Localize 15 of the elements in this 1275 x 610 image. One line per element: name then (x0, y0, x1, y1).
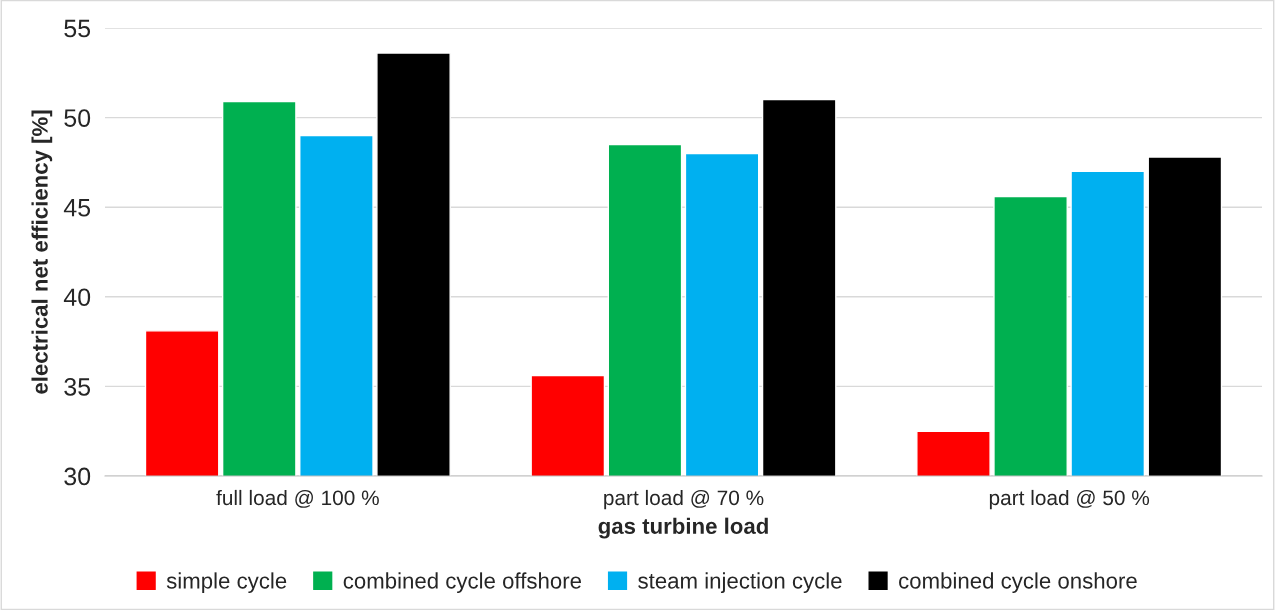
y-tick-label: 55 (64, 19, 91, 38)
legend-label: simple cycle (166, 572, 287, 594)
y-tick-label: 50 (64, 109, 91, 127)
x-tick-label: part load @ 50 % (989, 489, 1150, 510)
y-tick-label: 35 (64, 378, 91, 396)
y-tick-label: 45 (63, 199, 91, 217)
legend-label: combined cycle onshore (899, 572, 1137, 594)
y-tick-label: 30 (64, 467, 91, 486)
y-axis-title: electrical net efficiency [%] (31, 110, 53, 394)
legend-label: combined cycle offshore (343, 572, 581, 594)
x-tick-label: part load @ 70 % (604, 489, 764, 510)
x-axis-title: gas turbine load (598, 517, 768, 539)
y-tick-label: 40 (63, 288, 91, 307)
legend-label: steam injection cycle (638, 572, 842, 594)
x-tick-label: full load @ 100 % (216, 489, 379, 508)
